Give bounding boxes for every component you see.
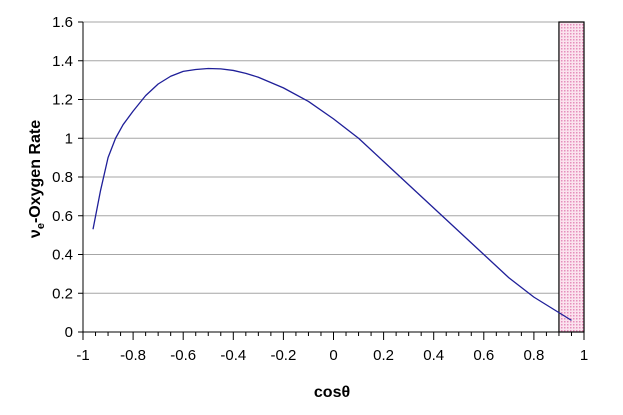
x-tick-label: 0.6 <box>473 347 494 364</box>
y-tick-label: 1.6 <box>52 14 73 31</box>
x-tick-label: -0.8 <box>120 347 146 364</box>
x-tick-label: 0.8 <box>523 347 544 364</box>
gridlines <box>83 21 584 294</box>
x-tick-label: -0.4 <box>220 347 246 364</box>
y-tick-label: 0.4 <box>52 247 73 264</box>
x-tick-label: 0 <box>329 347 337 364</box>
x-tick-label: 0.4 <box>423 347 444 364</box>
y-axis-title: νe-Oxygen Rate <box>27 120 47 238</box>
x-axis-title: cosθ <box>314 384 350 401</box>
x-tick-label: -1 <box>76 347 89 364</box>
highlight-region-group <box>558 21 585 333</box>
y-tick-label: 0.6 <box>52 208 73 225</box>
y-tick-label: 0 <box>65 324 73 341</box>
y-ticks: 0 0.2 0.4 0.6 0.8 1 1.2 1.4 1.6 <box>52 14 83 341</box>
y-axis-title-prefix: ν <box>27 229 44 238</box>
y-tick-label: 1 <box>65 130 73 147</box>
x-tick-label: -0.6 <box>170 347 196 364</box>
y-axis-title-subscript: e <box>35 223 47 229</box>
series-line <box>92 67 572 321</box>
y-tick-label: 1.4 <box>52 53 73 70</box>
x-tick-label: -0.2 <box>270 347 296 364</box>
x-ticks: -1 -0.8 -0.6 -0.4 -0.2 0 0.2 0.4 0.6 0.8 1 <box>76 332 588 364</box>
y-tick-label: 0.2 <box>52 285 73 302</box>
y-axis-title-suffix: -Oxygen Rate <box>27 120 44 223</box>
x-tick-label: 0.2 <box>373 347 394 364</box>
y-tick-label: 0.8 <box>52 169 73 186</box>
highlight-region <box>558 21 585 333</box>
x-tick-label: 1 <box>580 347 588 364</box>
series-group <box>92 67 572 321</box>
y-tick-label: 1.2 <box>52 92 73 109</box>
